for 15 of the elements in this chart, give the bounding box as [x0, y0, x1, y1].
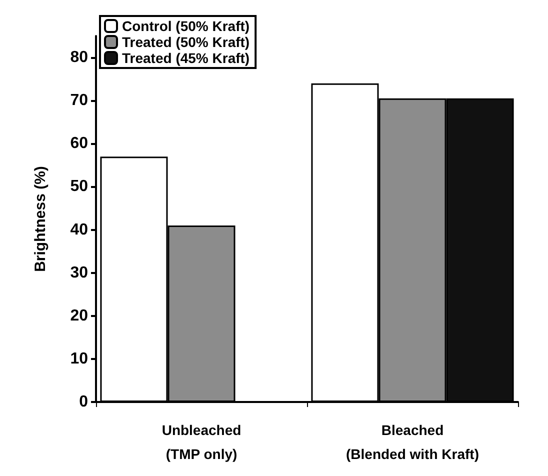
- y-tick-label: 60: [70, 135, 88, 152]
- y-axis-title: Brightness (%): [32, 166, 49, 272]
- y-tick-label: 40: [70, 221, 88, 238]
- y-tick-label: 80: [70, 49, 88, 66]
- x-tick-label: Bleached (Blended with Kraft): [346, 422, 479, 462]
- legend-label: Control (50% Kraft): [122, 18, 250, 34]
- y-tick-label: 70: [70, 92, 88, 110]
- legend-label: Treated (50% Kraft): [122, 34, 250, 50]
- legend-label: Treated (45% Kraft): [122, 50, 250, 66]
- y-tick-label: 20: [70, 307, 88, 324]
- y-tick-label: 10: [70, 350, 88, 368]
- x-tick-label: Unbleached (TMP only): [162, 422, 242, 462]
- y-tick-label: 0: [79, 394, 88, 410]
- y-tick-label: 30: [70, 264, 88, 282]
- y-tick-label: 50: [70, 178, 88, 196]
